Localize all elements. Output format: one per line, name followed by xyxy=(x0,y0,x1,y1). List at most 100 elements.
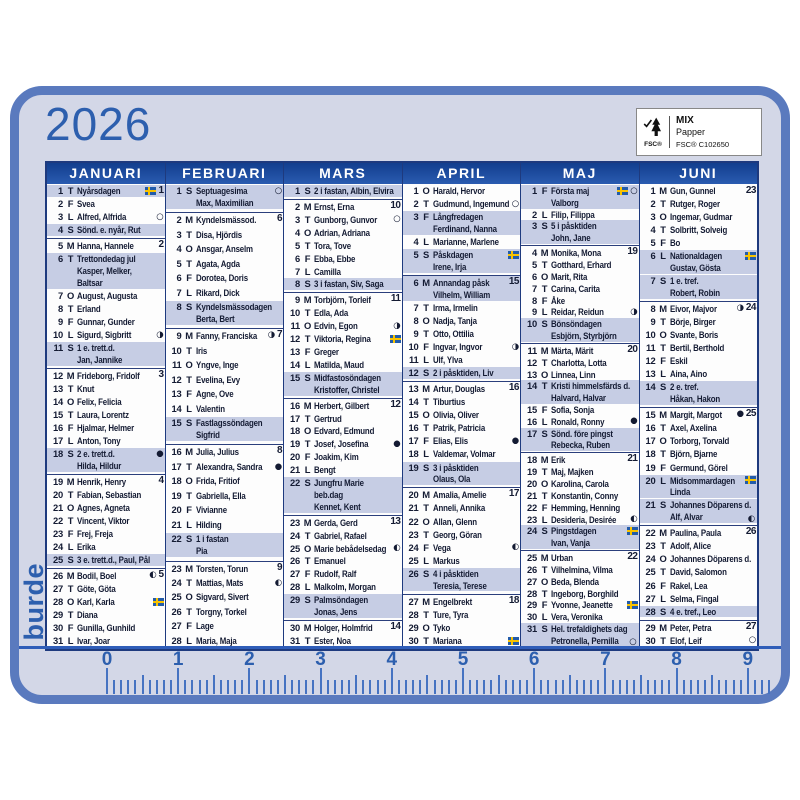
day-number: 4 xyxy=(650,224,656,236)
day-number: 6 xyxy=(413,276,419,288)
weekday-letter: S xyxy=(67,447,74,459)
day-number: 8 xyxy=(531,294,537,306)
day-number: 2 xyxy=(57,198,63,210)
day-row: 22 M Paulina, Paula 26 xyxy=(639,525,757,539)
moon-phase-icon: ◑ xyxy=(736,302,744,313)
ruler-tick xyxy=(625,680,628,694)
weekday-letter: S xyxy=(422,367,430,379)
weekday-letter: F xyxy=(186,272,192,284)
weekday-letter: F xyxy=(423,340,429,352)
moon-phase-icon: ◑ xyxy=(511,341,519,352)
week-number: 26 xyxy=(745,526,757,538)
day-number: 11 xyxy=(53,341,63,353)
name-days: Sigvard, Sivert xyxy=(195,591,249,603)
day-number: 14 xyxy=(171,402,182,414)
weekday-letter: M xyxy=(540,247,549,259)
day-number: 9 xyxy=(176,330,182,342)
name-days: Paulina, Paula xyxy=(669,527,721,539)
day-row: 26 F Rakel, Lea xyxy=(640,580,758,592)
day-markers: ◑ 24 xyxy=(736,302,757,314)
swedish-flag-icon xyxy=(626,601,638,610)
weekday-letter: L xyxy=(67,328,74,340)
day-row: 14 T Kristi himmelsfärds d. Halvard, Halvar xyxy=(521,380,639,404)
name-days: Diana xyxy=(77,609,98,621)
ruler-tick xyxy=(198,680,201,694)
day-row: 3 O Ingemar, Gudmar xyxy=(640,211,758,223)
day-number: 23 xyxy=(526,513,537,525)
name-days: Björn, Bjarne xyxy=(669,448,717,460)
name-days: Annandag påsk Vilhelm, William xyxy=(432,276,490,300)
day-row: 9 M Torbjörn, Torleif 11 xyxy=(284,292,402,306)
weekday-letter: F xyxy=(67,315,74,327)
day-row: 19 T Gabriella, Ella xyxy=(166,490,284,502)
day-row: 10 O Svante, Boris xyxy=(640,329,758,341)
name-days: 2 e. tref. Håkan, Hakon xyxy=(669,381,720,405)
day-markers: 26 xyxy=(745,526,757,538)
weekday-letter: F xyxy=(186,620,192,632)
day-number: 30 xyxy=(408,634,419,646)
weekday-letter: L xyxy=(67,211,74,223)
name-days: Fabian, Sebastian xyxy=(77,488,142,500)
week-number: 19 xyxy=(627,246,638,258)
day-number: 15 xyxy=(408,409,419,421)
weekday-letter: S xyxy=(185,301,193,313)
day-row: 12 F Eskil xyxy=(640,355,758,367)
day-row: 6 O Marit, Rita xyxy=(521,271,639,283)
month-header: MAJ xyxy=(521,163,639,184)
month-column-juni: JUNI 1 M Gun, Gunnel 23 2 T Rutger, Roger 3 O Inge… xyxy=(639,163,758,649)
month-body: 1 T Nyårsdagen 1 2 F Svea 3 L Alfred, Alfrida ○ 4 S S… xyxy=(47,184,165,649)
day-number: 10 xyxy=(52,328,63,340)
weekday-letter: T xyxy=(304,412,311,424)
name-days: Första maj Valborg xyxy=(551,185,590,208)
name-days: Edvin, Egon xyxy=(314,320,358,332)
day-row: 25 M Urban 22 xyxy=(521,550,639,564)
name-days: Elias, Elis xyxy=(432,435,468,447)
day-number: 14 xyxy=(408,396,419,408)
day-number: 8 xyxy=(57,302,63,314)
weekday-letter: L xyxy=(304,581,311,593)
day-markers: 23 xyxy=(746,185,757,197)
name-days: Maria, Maja xyxy=(195,634,237,646)
day-number: 7 xyxy=(531,282,537,294)
day-row: 14 T Tiburtius xyxy=(403,396,521,408)
week-number: 18 xyxy=(508,594,520,606)
ruler-tick xyxy=(711,675,714,694)
weekday-letter: T xyxy=(186,228,192,240)
name-days: Ivar, Joar xyxy=(77,635,110,647)
name-days: Evelina, Evy xyxy=(195,373,240,385)
day-number: 18 xyxy=(171,475,182,487)
ruler-tick xyxy=(632,680,635,694)
name-days: August, Augusta xyxy=(77,289,138,301)
name-days: Tyko xyxy=(432,621,450,633)
ruler-tick xyxy=(597,680,600,694)
weekday-letter: T xyxy=(67,302,74,314)
weekday-letter: O xyxy=(66,395,75,407)
day-row: 2 M Ernst, Erna 10 xyxy=(284,198,402,213)
weekday-letter: O xyxy=(422,314,430,326)
name-days: Henrik, Henry xyxy=(77,475,127,487)
day-number: 18 xyxy=(408,448,419,460)
day-number: 30 xyxy=(526,611,537,623)
day-row: 28 S 4 e. tref., Leo xyxy=(639,605,757,618)
name-days: Allan, Glenn xyxy=(432,515,477,527)
day-number: 17 xyxy=(526,427,537,439)
day-number: 3 xyxy=(531,220,537,232)
name-days: Fastlagssöndagen Sigfrid xyxy=(195,417,263,440)
fsc-word: FSC® xyxy=(644,141,662,148)
name-days: Adrian, Adriana xyxy=(314,226,370,238)
ruler-tick xyxy=(654,680,657,694)
name-days: Vilhelmina, Vilma xyxy=(551,563,613,575)
name-days: Otto, Ottilia xyxy=(432,327,474,339)
weekday-letter: M xyxy=(185,562,193,574)
ruler-tick xyxy=(618,680,621,694)
day-number: 24 xyxy=(289,529,300,541)
day-number: 20 xyxy=(526,478,537,490)
weekday-letter: S xyxy=(659,499,667,511)
weekday-letter: L xyxy=(67,540,74,552)
name-days: Ernst, Erna xyxy=(314,200,355,212)
weekday-letter: L xyxy=(660,592,666,604)
name-days: Bo xyxy=(669,237,680,249)
day-number: 17 xyxy=(171,460,182,472)
name-days: Jungfru Marie beb.dag Kennet, Kent xyxy=(314,477,364,512)
day-number: 6 xyxy=(176,272,182,284)
